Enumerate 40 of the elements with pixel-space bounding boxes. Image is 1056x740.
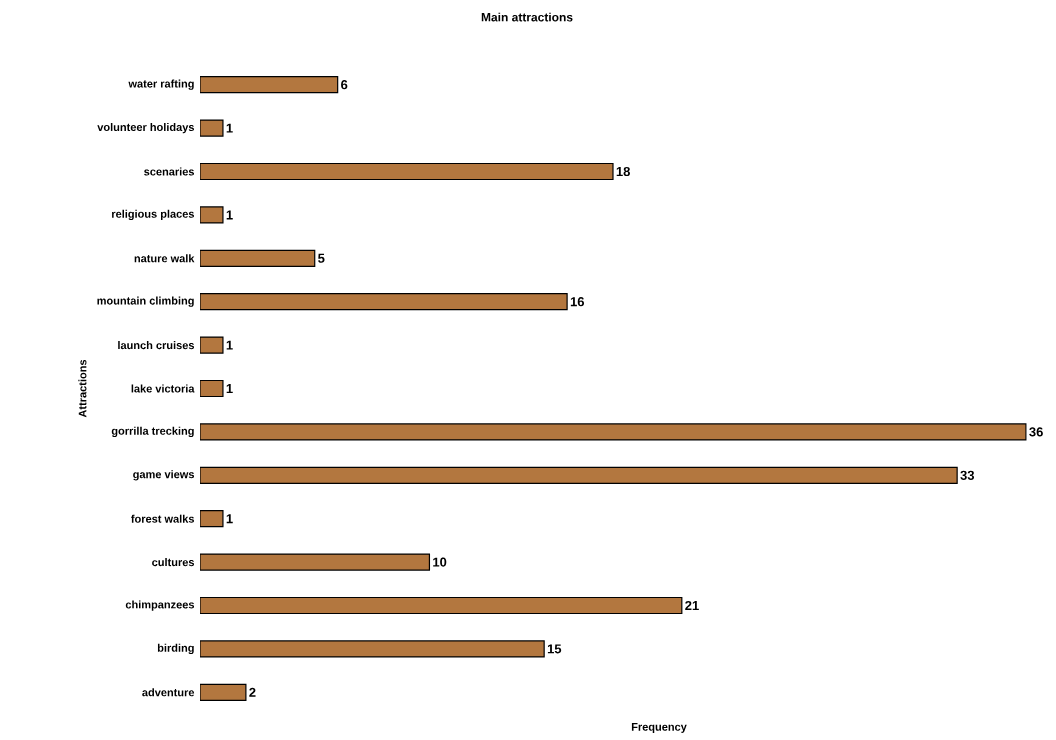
y-tick-label: religious places (112, 209, 195, 221)
data-label: 5 (318, 253, 325, 263)
chart-title: Main attractions (481, 12, 573, 22)
bar (200, 162, 614, 181)
y-tick-label: forest walks (131, 514, 194, 523)
data-label: 10 (433, 557, 447, 567)
bar (200, 466, 958, 484)
y-tick-label: gorrilla trecking (111, 426, 194, 438)
y-tick-label: nature walk (134, 254, 195, 263)
data-label: 16 (570, 297, 585, 307)
bar (200, 293, 568, 311)
data-label: 1 (226, 384, 233, 393)
data-label: 33 (960, 470, 975, 480)
y-tick-label: mountain climbing (97, 296, 194, 307)
bar (200, 596, 683, 615)
data-label: 1 (226, 514, 233, 524)
y-tick-label: water rafting (128, 79, 194, 90)
bar (200, 683, 247, 701)
y-tick-label: scenaries (144, 167, 195, 176)
x-axis-title: Frequency (631, 723, 687, 733)
y-tick-label: birding (157, 643, 194, 655)
y-tick-label: chimpanzees (125, 600, 195, 611)
data-label: 2 (249, 687, 256, 697)
data-label: 6 (341, 80, 348, 90)
data-label: 15 (547, 644, 562, 654)
y-tick-label: volunteer holidays (97, 122, 195, 134)
bar (200, 249, 316, 267)
y-tick-label: launch cruises (118, 341, 195, 350)
y-tick-label: game views (133, 470, 194, 481)
data-label: 18 (616, 166, 630, 177)
data-label: 1 (226, 123, 233, 133)
y-axis-title: Attractions (78, 359, 87, 418)
y-tick-label: cultures (152, 558, 195, 567)
bar (200, 76, 339, 94)
y-tick-label: adventure (142, 688, 195, 697)
data-label: 21 (685, 600, 699, 611)
data-label: 1 (226, 340, 233, 350)
data-label: 36 (1029, 427, 1043, 437)
data-label: 1 (226, 210, 233, 220)
y-tick-label: lake victoria (131, 384, 195, 393)
